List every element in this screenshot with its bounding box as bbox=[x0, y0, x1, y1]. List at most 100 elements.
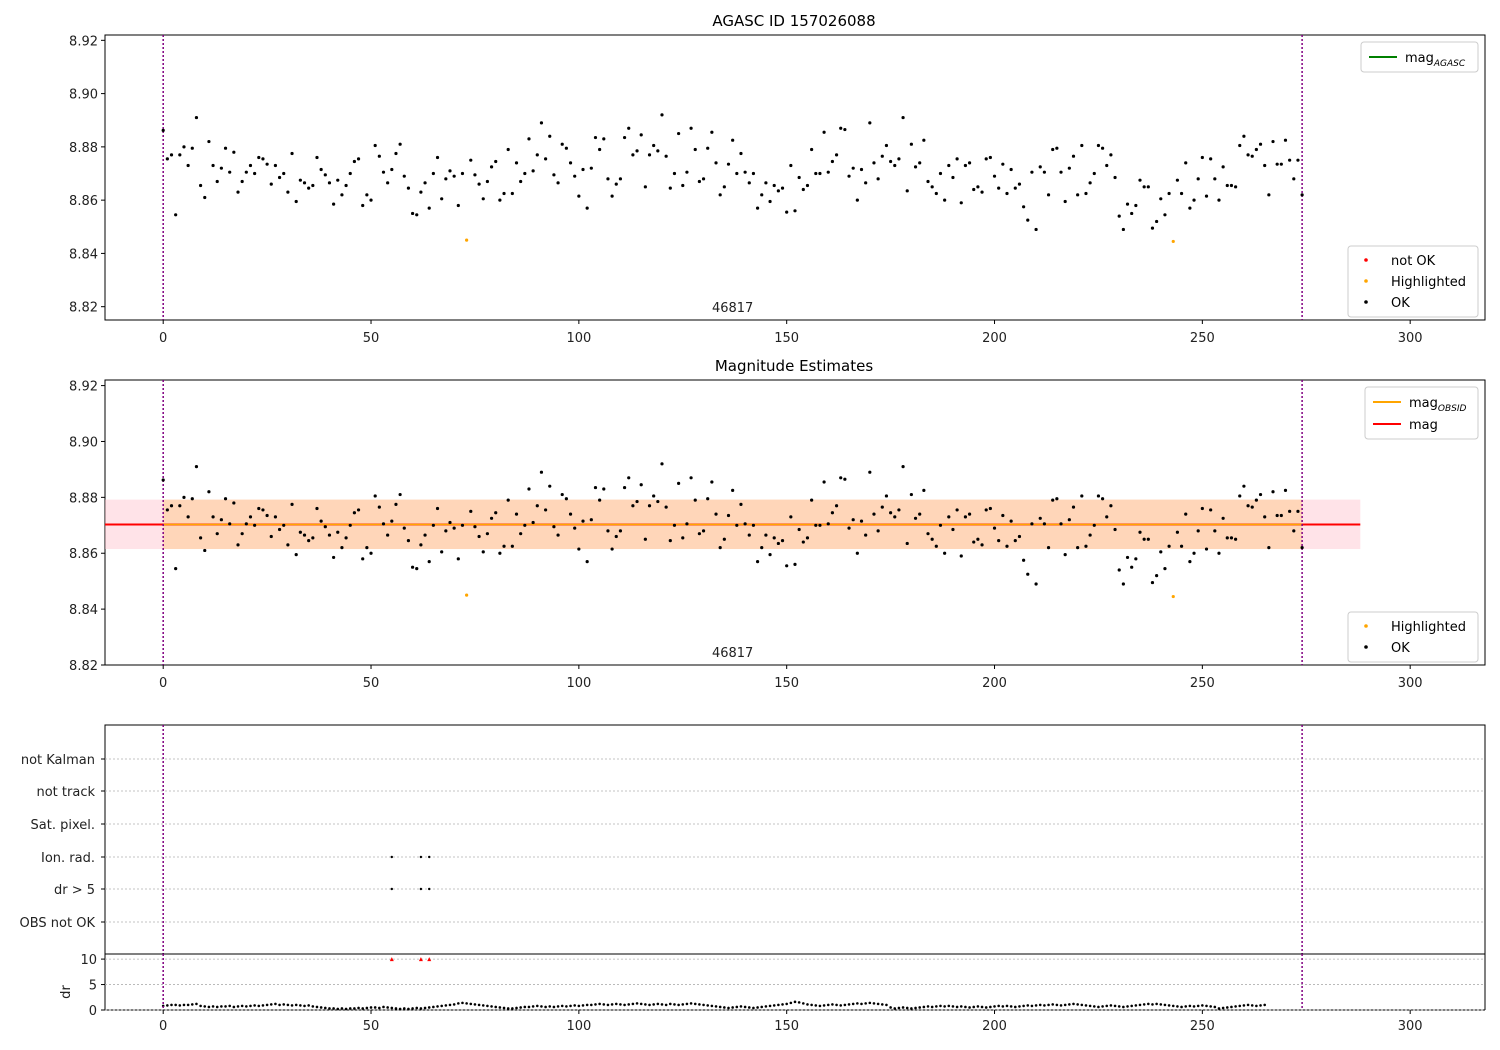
panel2-ok-point bbox=[930, 537, 934, 541]
panel2-axes-frame bbox=[104, 379, 1486, 666]
panel1-ok-point bbox=[889, 159, 893, 164]
panel1-ok-point bbox=[598, 147, 602, 152]
panel3-flag-category-label: dr > 5 bbox=[54, 883, 95, 898]
panel1-ok-point bbox=[473, 173, 477, 177]
panel2-xtick-label: 300 bbox=[1398, 676, 1423, 691]
panel2-ok-point bbox=[984, 508, 988, 512]
panel2-ok-point bbox=[406, 539, 411, 543]
panel2-ok-point bbox=[539, 470, 544, 474]
panel2-ok-point bbox=[544, 508, 548, 512]
panel2-ok-point bbox=[502, 544, 506, 548]
panel1-ok-point bbox=[976, 185, 980, 189]
panel1-line-legend-box bbox=[1360, 41, 1479, 73]
panel4-dr-point bbox=[186, 1003, 190, 1007]
panel1-ok-point bbox=[1100, 146, 1105, 150]
panel4-dr-point bbox=[1138, 1003, 1142, 1007]
panel2-ok-point bbox=[1209, 508, 1213, 512]
panel2-ok-point bbox=[627, 476, 631, 480]
panel4-dr-point bbox=[336, 1007, 340, 1011]
panel4-dr-point bbox=[1043, 1004, 1046, 1007]
panel1-ok-point bbox=[731, 138, 735, 142]
panel1-ok-point bbox=[381, 170, 386, 174]
panel1-ok-point bbox=[298, 178, 302, 182]
panel1-ok-point bbox=[290, 151, 294, 156]
panel2-ok-point bbox=[922, 488, 926, 492]
panel1-ok-point bbox=[585, 206, 589, 210]
panel4-dr-point bbox=[1217, 1007, 1221, 1010]
panel4-dr-point bbox=[826, 1003, 830, 1007]
panel1-ok-point bbox=[826, 170, 830, 174]
panel2-ok-point bbox=[473, 525, 477, 529]
panel2-line-legend-label-subscript: OBSID bbox=[1438, 404, 1467, 414]
panel4-dr-point bbox=[265, 1003, 269, 1007]
panel1-ok-point bbox=[1238, 143, 1242, 148]
panel4-dr-point bbox=[714, 1005, 718, 1008]
panel4-dr-point bbox=[723, 1006, 726, 1009]
panel1-xtick-label: 150 bbox=[774, 331, 799, 346]
panel1-ok-point bbox=[589, 166, 593, 170]
panel4-dr-point bbox=[203, 1005, 207, 1008]
panel4-dr-point bbox=[166, 1004, 169, 1007]
panel4-dr-point bbox=[1030, 1004, 1034, 1008]
panel4-dr-point bbox=[847, 1003, 851, 1006]
panel4-dr-point bbox=[760, 1005, 764, 1009]
panel4-ytick-label: 5 bbox=[89, 979, 97, 994]
panel1-ok-point bbox=[755, 206, 760, 210]
panel1-ok-point bbox=[568, 161, 573, 165]
panel2-ok-point bbox=[178, 504, 182, 508]
panel1-ok-point bbox=[319, 167, 323, 172]
panel1-ok-point bbox=[1254, 147, 1258, 152]
panel1-ok-point bbox=[726, 162, 731, 166]
panel2-ok-point bbox=[693, 498, 697, 502]
panel1-ok-point bbox=[739, 151, 743, 156]
panel1-ok-point bbox=[232, 150, 236, 154]
panel2-ok-point bbox=[668, 539, 672, 543]
panel1-ok-point bbox=[1221, 165, 1225, 169]
panel2-ok-point bbox=[980, 543, 984, 547]
panel1-ok-point bbox=[789, 163, 793, 168]
panel4-dr-point bbox=[818, 1004, 822, 1008]
panel4-dr-point bbox=[772, 1004, 776, 1007]
panel4-dr-point bbox=[901, 1006, 905, 1009]
panel1-ok-point bbox=[307, 186, 311, 190]
panel1-ok-point bbox=[955, 157, 959, 161]
panel1-ok-point bbox=[710, 130, 714, 134]
panel2-ok-point bbox=[261, 508, 265, 512]
panel2-ok-point bbox=[398, 492, 402, 497]
panel2-ytick-label: 8.90 bbox=[69, 435, 98, 450]
panel1-ok-point bbox=[348, 171, 352, 176]
panel2-ok-point bbox=[897, 508, 901, 512]
panel2-ok-point bbox=[332, 555, 336, 560]
panel2-title: Magnitude Estimates bbox=[715, 357, 873, 375]
panel1-ok-point bbox=[523, 171, 527, 176]
panel4-dr-point bbox=[544, 1005, 547, 1009]
panel4-dr-point bbox=[926, 1005, 930, 1008]
panel1-ok-point bbox=[1263, 163, 1267, 168]
panel1-ok-point bbox=[1188, 206, 1192, 210]
panel2-ok-point bbox=[1084, 544, 1088, 548]
panel4-dr-point bbox=[972, 1005, 976, 1009]
panel4-dr-point bbox=[677, 1003, 680, 1007]
panel4-dr-point bbox=[1184, 1005, 1188, 1008]
panel2-ok-point bbox=[390, 519, 394, 523]
panel2-ok-point bbox=[997, 539, 1001, 543]
panel2-xtick-label: 250 bbox=[1190, 676, 1215, 691]
panel4-dr-point bbox=[228, 1004, 231, 1008]
panel2-ok-point bbox=[211, 515, 215, 519]
panel2-ok-point bbox=[1125, 555, 1130, 560]
panel1-ok-point bbox=[606, 177, 610, 181]
panel1-ok-point bbox=[627, 126, 631, 130]
panel1-ytick-label: 8.82 bbox=[69, 301, 98, 316]
panel2-ok-point bbox=[701, 529, 706, 533]
panel1-ok-point bbox=[1005, 191, 1009, 196]
panel2-ok-point bbox=[598, 498, 602, 502]
panel2-ok-point bbox=[1059, 522, 1063, 526]
panel2-ok-point bbox=[880, 505, 884, 509]
panel2-ok-point bbox=[1242, 484, 1246, 488]
panel4-dr-point bbox=[594, 1003, 597, 1006]
panel1-ok-point bbox=[1017, 182, 1022, 186]
panel4-dr-point bbox=[1151, 1003, 1154, 1006]
panel2-xtick-label: 200 bbox=[982, 676, 1007, 691]
panel1-point-legend-point-swatch bbox=[1364, 279, 1368, 283]
panel4-dr-point bbox=[802, 1002, 805, 1005]
